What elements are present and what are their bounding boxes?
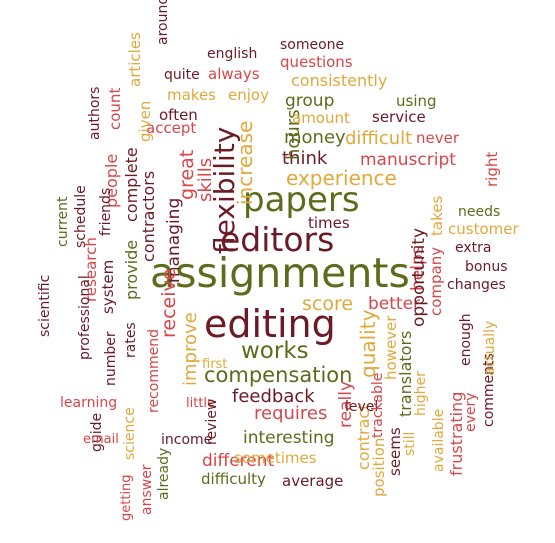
cloud-word-quality: quality [356,309,380,378]
cloud-word-times: times [308,214,350,232]
cloud-word-requires: requires [254,403,328,424]
cloud-word-difficult: difficult [345,128,413,149]
cloud-word-takes: takes [428,195,446,236]
cloud-word-system: system [99,259,117,314]
cloud-word-sometimes: sometimes [234,449,317,467]
cloud-word-opportunity: opportunity [409,227,429,327]
cloud-word-getting: getting [119,474,134,521]
cloud-word-bonus: bonus [465,259,508,275]
cloud-word-extra: extra [455,240,492,256]
cloud-word-enjoy: enjoy [228,86,269,104]
cloud-word-around: around [155,0,171,45]
cloud-word-already: already [156,447,172,500]
cloud-word-difficulty: difficulty [201,470,266,488]
cloud-word-service: service [372,108,426,126]
cloud-word-actually: actually [482,320,498,376]
cloud-word-increase: increase [233,120,257,205]
cloud-word-scientific: scientific [37,274,53,337]
cloud-word-friends: friends [98,187,114,236]
cloud-word-trackable: trackable [370,372,386,438]
cloud-word-using: using [396,92,437,110]
cloud-word-available: available [431,408,447,472]
cloud-word-number: number [103,331,119,386]
cloud-word-articles: articles [126,32,144,87]
cloud-word-english: english [207,46,258,62]
cloud-word-someone: someone [280,37,345,53]
cloud-word-first: first [202,357,228,372]
cloud-word-never: never [416,129,460,147]
cloud-word-needs: needs [458,204,501,220]
cloud-word-always: always [208,65,260,83]
cloud-word-often: often [159,106,198,124]
cloud-word-skills: skills [195,157,216,202]
cloud-word-current: current [55,196,71,247]
cloud-word-changes: changes [447,277,506,293]
cloud-word-income: income [161,432,213,448]
cloud-word-count: count [106,87,124,130]
cloud-word-higher: higher [413,371,429,416]
cloud-word-complete: complete [122,147,141,222]
cloud-word-experience: experience [286,166,397,190]
cloud-word-little: little [186,396,216,411]
cloud-word-every: every [463,392,479,432]
cloud-word-average: average [282,472,344,490]
cloud-word-recommend: recommend [146,329,162,413]
cloud-word-amount: amount [292,109,350,127]
cloud-word-papers: papers [243,180,360,220]
cloud-word-score: score [302,293,354,315]
cloud-word-position: position [370,437,388,497]
cloud-word-accept: accept [146,119,197,137]
cloud-word-seems: seems [386,427,404,476]
cloud-word-compensation: compensation [204,363,353,387]
cloud-word-still: still [402,431,418,456]
cloud-word-money: money [284,127,346,148]
cloud-word-questions: questions [280,53,353,71]
cloud-word-works: works [241,338,309,364]
cloud-word-translators: translators [396,330,415,417]
cloud-word-rates: rates [123,322,139,358]
cloud-word-learning: learning [60,395,118,411]
cloud-word-quite: quite [164,67,200,83]
cloud-word-professional: professional [77,275,93,360]
cloud-word-think: think [282,148,328,169]
cloud-word-assignments: assignments [150,249,410,297]
cloud-word-makes: makes [167,86,216,104]
cloud-word-contractors: contractors [139,170,158,262]
cloud-word-given: given [136,100,154,142]
cloud-word-email: email [83,432,119,447]
cloud-word-different: different [202,451,275,471]
cloud-word-feedback: feedback [232,386,315,407]
cloud-word-authors: authors [87,86,103,140]
cloud-word-science: science [122,407,138,460]
cloud-word-receive: receive [158,268,180,338]
cloud-word-improve: improve [180,312,201,386]
cloud-word-customer: customer [448,220,519,238]
cloud-word-answer: answer [139,464,155,515]
cloud-word-enough: enough [458,313,474,366]
cloud-word-manuscript: manuscript [360,150,456,170]
cloud-word-consistently: consistently [291,71,388,90]
cloud-word-editing: editing [204,302,336,346]
cloud-word-better: better [368,294,421,314]
cloud-word-provide: provide [122,239,141,300]
cloud-word-company: company [427,246,445,316]
cloud-word-right: right [483,151,501,187]
cloud-word-level: level [345,399,379,415]
cloud-word-group: group [285,91,335,111]
cloud-word-interesting: interesting [243,428,335,448]
cloud-word-editors: editors [220,220,335,259]
